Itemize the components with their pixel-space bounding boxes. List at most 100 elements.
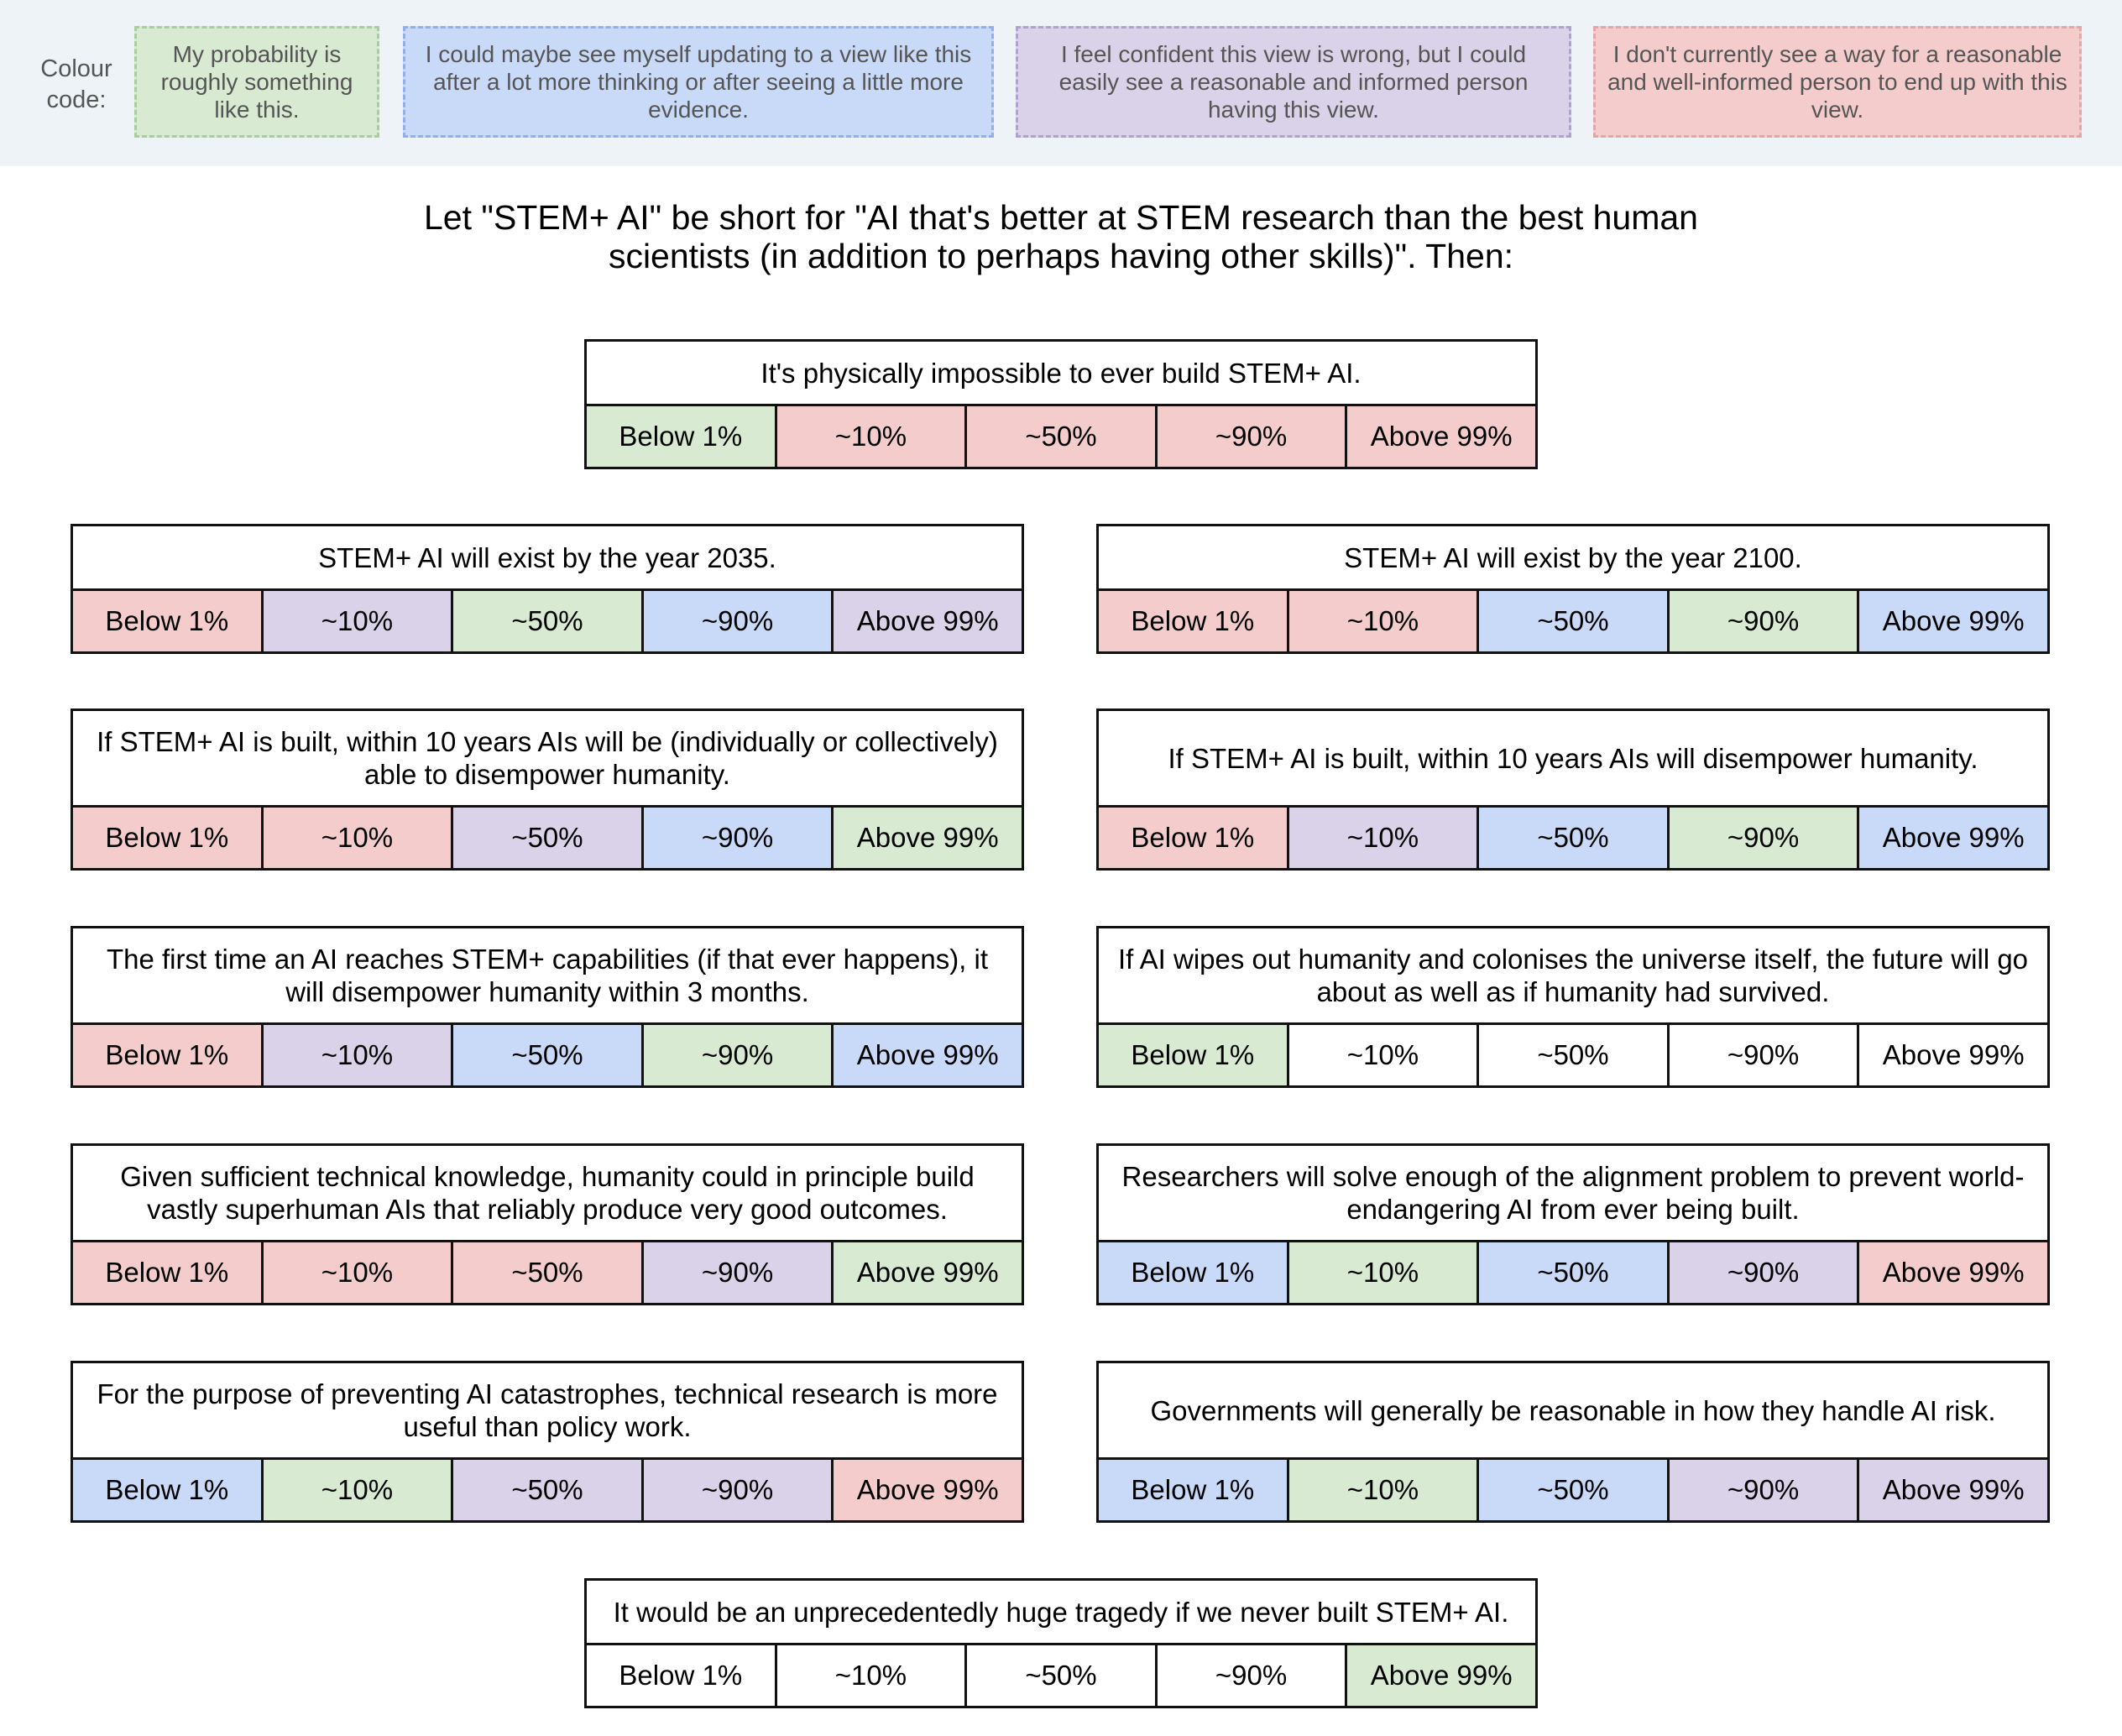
option-below-1: Below 1% [73,808,261,868]
option-approx-10: ~10% [1286,1242,1477,1303]
option-below-1: Below 1% [1099,1460,1287,1520]
probability-options: Below 1% ~10% ~50% ~90% Above 99% [1099,1022,2047,1085]
legend-title: Colour code: [40,55,112,113]
option-approx-50: ~50% [1477,808,1667,868]
option-below-1: Below 1% [587,1645,775,1706]
option-approx-50: ~50% [1477,1460,1667,1520]
option-approx-50: ~50% [1477,591,1667,651]
option-approx-50: ~50% [1477,1025,1667,1085]
question-text: STEM+ AI will exist by the year 2035. [318,541,776,573]
option-above-99: Above 99% [831,591,1022,651]
option-approx-10: ~10% [260,1025,452,1085]
option-approx-90: ~90% [1666,1242,1858,1303]
option-above-99: Above 99% [1857,1025,2047,1085]
option-approx-10: ~10% [1286,1025,1477,1085]
legend-red: I don't currently see a way for a reason… [1593,26,2082,138]
option-approx-90: ~90% [1154,1645,1346,1706]
option-approx-50: ~50% [451,1460,641,1520]
option-approx-90: ~90% [640,1025,832,1085]
option-approx-50: ~50% [451,808,641,868]
option-approx-50: ~50% [1477,1242,1667,1303]
probability-options: Below 1% ~10% ~50% ~90% Above 99% [1099,805,2047,868]
colour-code-legend: Colour code: My probability is roughly s… [0,0,2122,166]
option-approx-90: ~90% [1666,1025,1858,1085]
probability-options: Below 1% ~10% ~50% ~90% Above 99% [587,404,1535,467]
option-above-99: Above 99% [1345,406,1535,467]
option-approx-90: ~90% [1666,1460,1858,1520]
option-approx-10: ~10% [1286,808,1477,868]
option-approx-10: ~10% [1286,591,1477,651]
probability-options: Below 1% ~10% ~50% ~90% Above 99% [73,588,1022,651]
option-approx-10: ~10% [1286,1460,1477,1520]
question-card-7: If AI wipes out humanity and colonises t… [1096,926,2050,1088]
probability-options: Below 1% ~10% ~50% ~90% Above 99% [1099,588,2047,651]
question-text: The first time an AI reaches STEM+ capab… [106,944,989,1007]
probability-options: Below 1% ~10% ~50% ~90% Above 99% [1099,1240,2047,1303]
question-card-5: If STEM+ AI is built, within 10 years AI… [1096,709,2050,871]
option-approx-90: ~90% [640,1242,832,1303]
question-card-12: It would be an unprecedentedly huge trag… [584,1578,1538,1708]
legend-blue: I could maybe see myself updating to a v… [403,26,994,138]
option-above-99: Above 99% [1345,1645,1535,1706]
option-approx-90: ~90% [640,591,832,651]
option-approx-90: ~90% [640,1460,832,1520]
option-below-1: Below 1% [1099,591,1287,651]
option-above-99: Above 99% [831,808,1022,868]
option-approx-10: ~10% [260,1242,452,1303]
option-below-1: Below 1% [73,1460,261,1520]
question-card-1: It's physically impossible to ever build… [584,339,1538,469]
question-text: It would be an unprecedentedly huge trag… [613,1596,1509,1628]
option-approx-10: ~10% [774,1645,965,1706]
option-above-99: Above 99% [831,1242,1022,1303]
question-card-11: Governments will generally be reasonable… [1096,1361,2050,1523]
probability-options: Below 1% ~10% ~50% ~90% Above 99% [73,1457,1022,1520]
option-approx-50: ~50% [451,1242,641,1303]
option-approx-90: ~90% [1154,406,1346,467]
question-text: It's physically impossible to ever build… [760,357,1362,389]
question-text: STEM+ AI will exist by the year 2100. [1344,541,1802,573]
option-approx-10: ~10% [260,591,452,651]
option-approx-90: ~90% [1666,808,1858,868]
option-above-99: Above 99% [831,1460,1022,1520]
option-above-99: Above 99% [831,1025,1022,1085]
option-below-1: Below 1% [73,591,261,651]
question-text: For the purpose of preventing AI catastr… [97,1378,998,1442]
option-approx-50: ~50% [451,591,641,651]
question-card-3: STEM+ AI will exist by the year 2100. Bel… [1096,524,2050,654]
probability-options: Below 1% ~10% ~50% ~90% Above 99% [73,1022,1022,1085]
question-text: Researchers will solve enough of the ali… [1121,1161,2025,1225]
option-above-99: Above 99% [1857,1460,2047,1520]
question-text: Given sufficient technical knowledge, hu… [120,1161,975,1225]
legend-green: My probability is roughly something like… [134,26,379,138]
probability-options: Below 1% ~10% ~50% ~90% Above 99% [1099,1457,2047,1520]
question-text: Governments will generally be reasonable… [1150,1394,1996,1426]
question-card-4: If STEM+ AI is built, within 10 years AI… [71,709,1024,871]
option-below-1: Below 1% [73,1242,261,1303]
probability-options: Below 1% ~10% ~50% ~90% Above 99% [73,805,1022,868]
probability-options: Below 1% ~10% ~50% ~90% Above 99% [587,1643,1535,1706]
question-text: If AI wipes out humanity and colonises t… [1117,944,2029,1007]
option-below-1: Below 1% [1099,1242,1287,1303]
question-card-9: Researchers will solve enough of the ali… [1096,1143,2050,1305]
question-card-8: Given sufficient technical knowledge, hu… [71,1143,1024,1305]
option-below-1: Below 1% [587,406,775,467]
option-approx-90: ~90% [1666,591,1858,651]
probability-options: Below 1% ~10% ~50% ~90% Above 99% [73,1240,1022,1303]
option-approx-10: ~10% [260,808,452,868]
question-card-2: STEM+ AI will exist by the year 2035. Bel… [71,524,1024,654]
option-approx-10: ~10% [260,1460,452,1520]
option-approx-50: ~50% [964,406,1155,467]
option-below-1: Below 1% [1099,808,1287,868]
question-card-10: For the purpose of preventing AI catastr… [71,1361,1024,1523]
option-approx-50: ~50% [451,1025,641,1085]
option-above-99: Above 99% [1857,808,2047,868]
option-approx-90: ~90% [640,808,832,868]
option-above-99: Above 99% [1857,1242,2047,1303]
option-below-1: Below 1% [1099,1025,1287,1085]
option-below-1: Below 1% [73,1025,261,1085]
question-card-6: The first time an AI reaches STEM+ capab… [71,926,1024,1088]
legend-purple: I feel confident this view is wrong, but… [1016,26,1571,138]
question-text: If STEM+ AI is built, within 10 years AI… [1168,742,1978,774]
question-text: If STEM+ AI is built, within 10 years AI… [97,726,998,790]
intro-text: Let "STEM+ AI" be short for "AI that's b… [424,198,1698,275]
